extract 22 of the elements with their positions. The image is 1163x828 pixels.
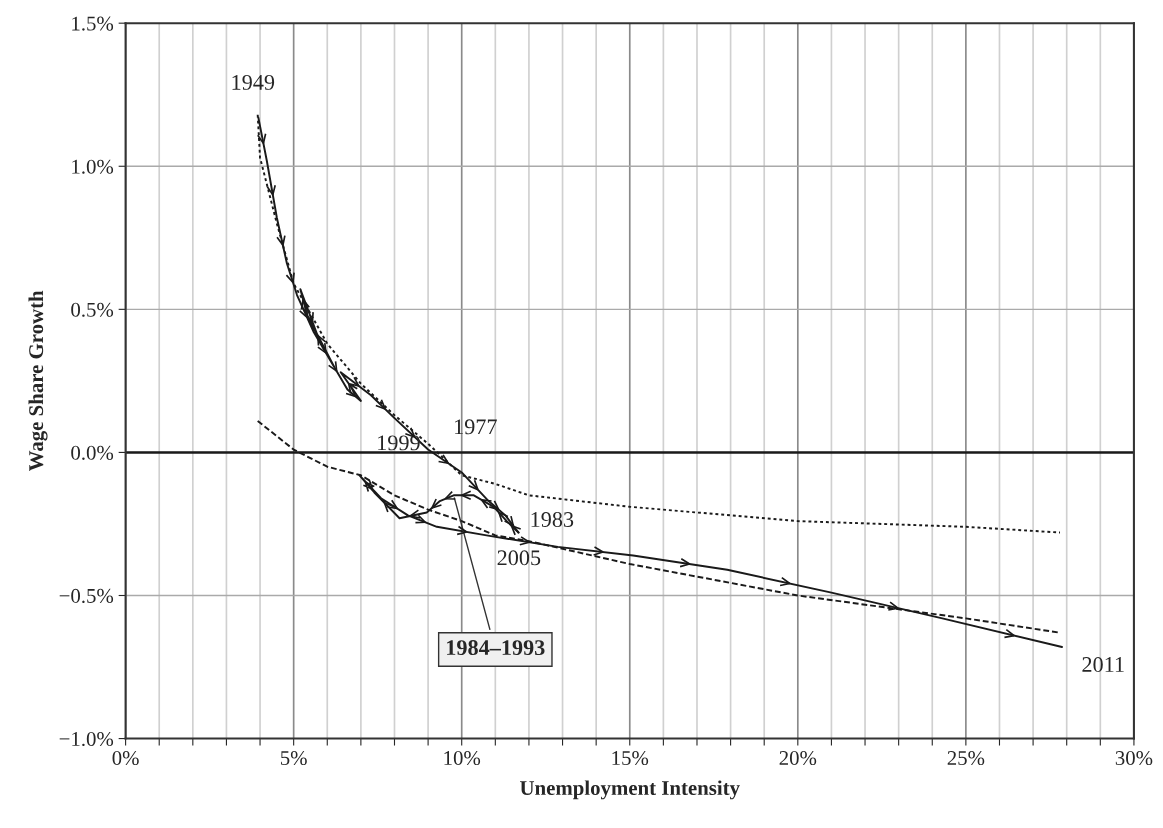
- annotation: 1983: [531, 512, 574, 527]
- x-tick-label: 30%: [1115, 750, 1153, 766]
- annotation: 1999: [378, 435, 420, 451]
- y-tick-label: −1.0%: [59, 731, 114, 747]
- x-axis-title: Unemployment Intensity: [520, 780, 740, 800]
- annotation: 1949: [232, 74, 275, 90]
- x-tick-label: 0%: [112, 750, 139, 766]
- x-tick-label: 20%: [779, 750, 817, 766]
- y-tick-label: 0.5%: [71, 302, 114, 317]
- x-tick-label: 10%: [444, 750, 481, 766]
- x-tick-label: 15%: [612, 750, 649, 766]
- y-axis-title: Wage Share Growth: [28, 290, 48, 472]
- y-tick-label: −0.5%: [59, 588, 114, 604]
- annotation: 1977: [455, 419, 497, 435]
- y-tick-label: 1.5%: [72, 16, 114, 31]
- x-tick-label: 5%: [280, 750, 307, 766]
- y-tick-label: 0.0%: [71, 445, 114, 460]
- annotation: 1984–1993: [447, 640, 545, 656]
- annotation: 2011: [1082, 657, 1124, 673]
- annotation: 2005: [497, 550, 541, 566]
- y-tick-label: 1.0%: [72, 159, 114, 174]
- x-tick-label: 25%: [947, 750, 985, 766]
